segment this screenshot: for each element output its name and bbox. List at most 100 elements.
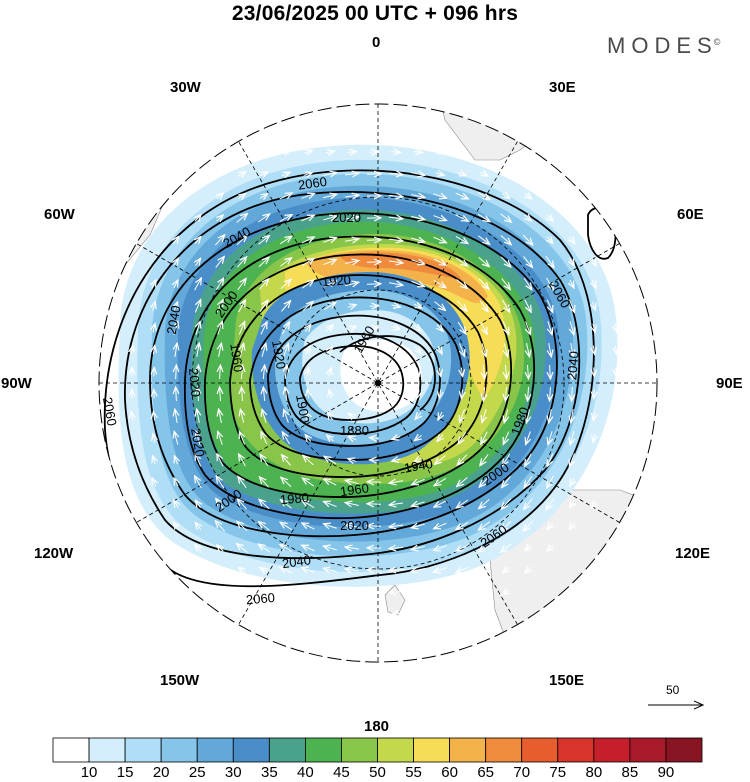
wind-vector-arrow [370,438,379,439]
wind-vector-arrow [173,522,178,530]
brand-logo: MODES© [607,33,720,59]
wind-vector-arrow [174,456,177,465]
wind-vector-arrow [194,300,201,313]
wind-vector-arrow [323,501,337,506]
wind-vector-arrow [434,500,447,507]
wind-vector-arrow [323,194,337,197]
wind-vector-arrow [238,193,245,198]
wind-vector-arrow [547,215,553,221]
wind-vector-arrow [285,365,287,380]
contour-label: 1920 [321,272,351,289]
contour-label: 2020 [188,427,208,458]
wind-vector-arrow [195,545,201,552]
wind-vector-arrow [220,365,221,380]
wind-vector-arrow [369,328,379,329]
wind-vector-arrow [545,255,554,267]
wind-vector-arrow [345,547,359,549]
lon-label-90e: 90E [716,375,743,392]
wind-vector-arrow [437,325,443,332]
wind-vector-arrow [345,282,359,286]
wind-vector-arrow [196,321,200,335]
wind-vector-arrow [302,301,313,312]
wind-vector-arrow [433,546,447,551]
wind-vector-arrow [327,435,334,441]
wind-vector-arrow [388,173,403,174]
wind-vector-arrow [548,431,552,444]
wind-vector-arrow [503,431,510,445]
wind-vector-arrow [504,409,507,423]
wind-vector-arrow [478,235,489,244]
wind-vector-arrow [433,236,447,243]
wind-vector-arrow [303,173,313,176]
wind-vector-arrow [392,614,401,615]
wind-vector-arrow [259,172,268,176]
wind-vector-arrow [477,213,490,222]
wind-vector-arrow [411,173,425,176]
contour-label: 2060 [245,590,275,607]
wind-vector-arrow [569,299,574,312]
contour-label: 2020 [186,368,203,398]
wind-vector-arrow [323,216,336,220]
wind-vector-arrow [174,280,178,289]
colorbar-swatch [196,737,234,763]
wind-vector-arrow [302,500,315,508]
colorbar-swatch [124,737,162,763]
wind-vector-arrow [327,346,332,354]
wind-vector-arrow [280,500,292,509]
wind-vector-arrow [479,476,490,487]
wind-vector-arrow [152,280,156,289]
wind-vector-arrow [301,280,313,289]
colorbar-swatch [557,737,595,763]
contour-2060-outer [103,169,595,588]
contour-label: 1920 [269,339,289,370]
wind-vector-arrow [197,409,200,423]
wind-vector-arrow [439,389,441,399]
wind-vector-arrow [241,365,242,380]
wind-vector-arrow [547,523,553,530]
wind-vector-arrow [504,343,507,357]
wind-vector-arrow [257,214,270,223]
colorbar-tick-label: 90 [657,764,675,781]
wind-vector-arrow [434,477,447,485]
wind-vector-arrow [500,543,512,553]
wind-vector-arrow [217,215,224,221]
wind-vector-arrow [280,258,291,267]
wind-vector-arrow [323,281,337,288]
wind-vector-arrow [593,433,595,443]
wind-vector-arrow [433,216,446,221]
wind-vector-arrow [304,591,313,594]
wind-vector-arrow [153,346,154,355]
wind-vector-arrow [176,365,177,380]
wind-vector-arrow [260,322,267,335]
colorbar-swatch [268,737,306,763]
wind-vector-arrow [175,343,177,357]
wind-vector-arrow [392,437,401,440]
wind-vector-arrow [456,300,466,311]
land-madagascar [589,149,616,176]
wind-vector-arrow [435,151,445,153]
lon-label-120w: 120W [34,545,74,562]
wind-vector-arrow [524,193,531,199]
wind-vector-arrow [478,278,489,289]
contour-label: 2020 [332,210,361,225]
wind-vector-arrow [479,300,488,311]
wind-vector-arrow [347,151,357,152]
colorbar-swatch [449,737,487,763]
wind-vector-arrow [348,347,355,353]
wind-vector-arrow [434,522,447,529]
wind-vector-arrow [412,479,425,484]
wind-vector-arrow [548,321,552,334]
wind-vector-arrow [526,431,531,444]
wind-vector-arrow [153,434,155,443]
wind-vector-arrow [174,478,178,487]
wind-vector-arrow [258,544,271,553]
wind-vector-arrow [215,278,223,291]
wind-vector-arrow [501,520,512,530]
wind-vector-arrow [195,215,201,222]
wind-vector-arrow [456,566,469,573]
wind-vector-arrow [238,300,246,313]
wind-vector-arrow [237,278,246,290]
wind-vector-arrow [367,482,382,483]
wind-vector-arrow [411,195,425,198]
wind-vector-arrow [457,454,468,465]
